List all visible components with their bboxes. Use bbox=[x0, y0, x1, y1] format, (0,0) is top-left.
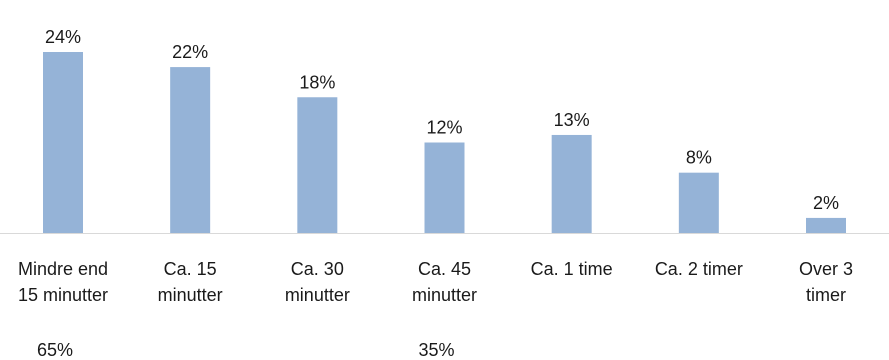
data-label: 22% bbox=[172, 42, 208, 62]
bar bbox=[551, 134, 592, 233]
bar bbox=[170, 67, 211, 233]
category-tick-label: Ca. 2 timer bbox=[655, 259, 743, 279]
data-label: 13% bbox=[554, 110, 590, 130]
bar bbox=[678, 172, 719, 233]
category-tick-label: Ca. 1 time bbox=[531, 259, 613, 279]
category-tick-label: minutter bbox=[285, 285, 350, 305]
category-tick-label: minutter bbox=[412, 285, 477, 305]
bar bbox=[297, 97, 338, 233]
data-label: 2% bbox=[813, 193, 839, 213]
bar bbox=[424, 142, 465, 233]
bar bbox=[43, 52, 83, 233]
data-label: 8% bbox=[686, 148, 712, 168]
data-label: 24% bbox=[45, 27, 81, 47]
data-label: 12% bbox=[426, 118, 462, 138]
category-tick-label: Over 3 bbox=[799, 259, 853, 279]
category-tick-label: Ca. 30 bbox=[291, 259, 344, 279]
group-summary-label: 35% bbox=[418, 340, 454, 360]
group-summary-label: 65% bbox=[37, 340, 73, 360]
category-tick-label: Ca. 15 bbox=[164, 259, 217, 279]
category-tick-label: timer bbox=[806, 285, 846, 305]
category-tick-label: Mindre end bbox=[18, 259, 108, 279]
category-tick-label: 15 minutter bbox=[18, 285, 108, 305]
category-tick-label: Ca. 45 bbox=[418, 259, 471, 279]
category-tick-label: minutter bbox=[158, 285, 223, 305]
data-label: 18% bbox=[299, 72, 335, 92]
bar bbox=[806, 217, 846, 233]
